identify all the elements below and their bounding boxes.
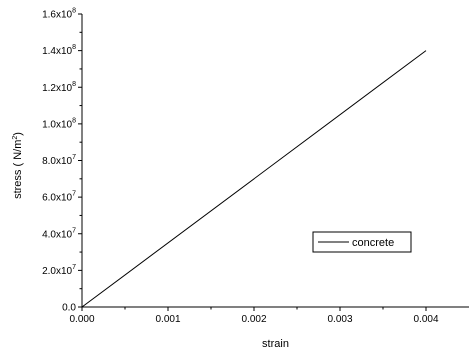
y-tick-label: 0.0 [62,303,76,314]
y-axis-title-superscript: 2 [12,136,19,140]
y-tick-label: 1.4x108 [42,44,76,57]
y-axis-title: stress ( N/m2) [12,132,24,199]
y-tick-label: 6.0x107 [42,191,76,204]
axes: 0.000 0.001 0.002 0.003 0.004 0.0 2.0x107 4.0x1… [42,8,469,325]
y-tick-label: 2.0x107 [42,264,76,277]
x-axis-title: strain [262,338,289,350]
y-tick-label: 4.0x107 [42,227,76,240]
legend: concrete [312,231,412,253]
x-tick-label: 0.002 [241,314,266,325]
legend-box [312,231,412,253]
x-tick-label: 0.004 [413,314,438,325]
legend-label-concrete: concrete [352,237,394,249]
series-line-concrete [81,50,427,308]
y-tick-label: 8.0x107 [42,154,76,167]
x-tick-label: 0.003 [327,314,352,325]
y-axis-title-suffix: ) [12,132,24,136]
plot-area [81,50,427,308]
x-tick-label: 0.001 [155,314,180,325]
y-axis-title-main: stress ( N/m [12,140,24,199]
y-tick-label: 1.2x108 [42,81,76,94]
y-tick-label: 1.0x108 [42,117,76,130]
x-tick-label: 0.000 [69,314,94,325]
y-tick-label: 1.6x108 [42,8,76,21]
